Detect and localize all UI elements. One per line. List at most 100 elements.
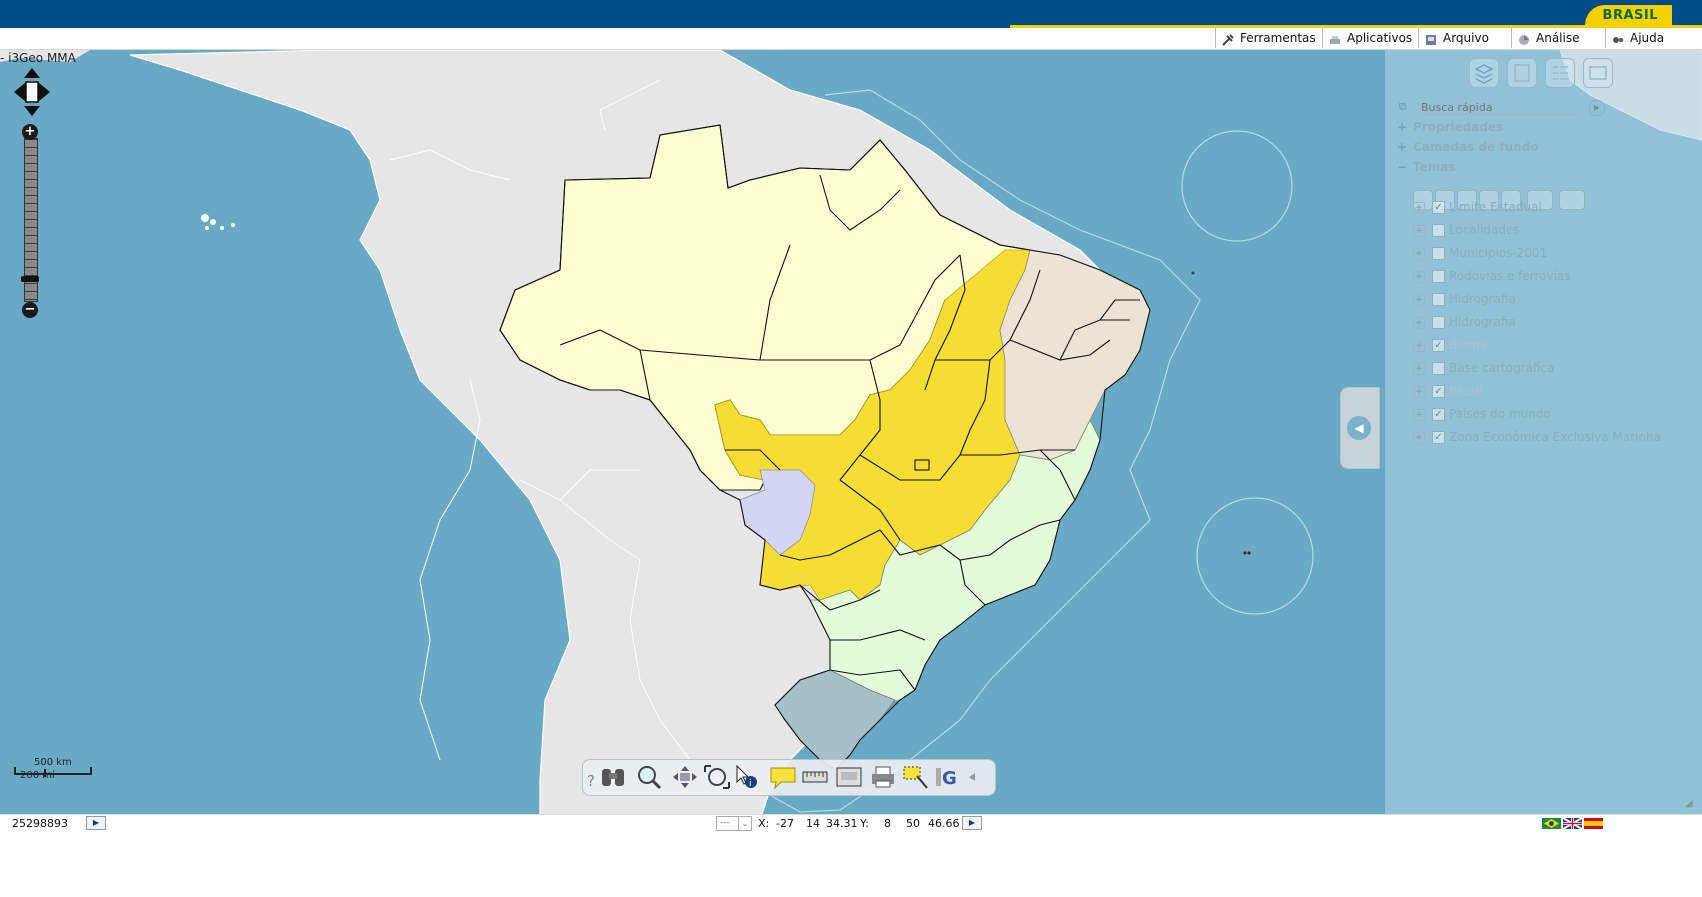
layers-panel: ⧉ ▶ + Propriedades + Camadas de fundo −Tem… <box>1385 50 1702 872</box>
section-label: Propriedades <box>1413 120 1504 134</box>
grid-icon[interactable] <box>1501 190 1521 210</box>
layer-checkbox[interactable]: ✓ <box>1432 201 1445 214</box>
layer-checkbox[interactable]: ✓ <box>1432 408 1445 421</box>
panel-toolbar <box>1385 58 1702 90</box>
expand-layer-icon[interactable]: + <box>1413 363 1425 375</box>
select-icon[interactable] <box>901 764 929 790</box>
y-degrees: 8 <box>884 817 891 830</box>
zoom-box-icon[interactable] <box>635 764 663 790</box>
search-tab-icon[interactable] <box>1583 58 1613 88</box>
chevron-down-icon: ⌄ <box>738 817 751 830</box>
menu-ajuda[interactable]: Ajuda <box>1605 28 1692 48</box>
x-degrees: -27 <box>776 817 794 830</box>
pan-move-icon[interactable] <box>671 764 699 790</box>
panel-toggle-handle[interactable]: ◀ <box>1340 387 1380 469</box>
zoom-extent-icon[interactable] <box>703 764 731 790</box>
list-icon[interactable] <box>1457 190 1477 210</box>
section-propriedades[interactable]: + Propriedades <box>1397 120 1503 134</box>
eye-icon[interactable] <box>1527 190 1553 210</box>
layer-checkbox[interactable] <box>1432 293 1445 306</box>
quick-search-input[interactable] <box>1421 100 1576 115</box>
zoom-out-icon[interactable]: − <box>22 302 38 318</box>
menu-bar: Ferramentas Aplicativos Arquivo Análise <box>0 28 1702 50</box>
layer-label: Países do mundo <box>1449 407 1551 421</box>
flag-brazil-icon[interactable] <box>1542 818 1561 829</box>
expand-layer-icon[interactable]: + <box>1413 432 1425 444</box>
x-label: X: <box>758 817 770 830</box>
measure-area-icon[interactable] <box>835 764 863 790</box>
measure-distance-icon[interactable] <box>801 764 829 790</box>
expand-layer-icon[interactable]: + <box>1413 271 1425 283</box>
google-icon[interactable]: G <box>933 764 961 790</box>
layer-label: Hidrografia <box>1449 292 1516 306</box>
menu-label: Ajuda <box>1630 31 1665 45</box>
scale-apply-icon[interactable]: ▶ <box>86 816 106 830</box>
menu-ferramentas[interactable]: Ferramentas <box>1215 28 1318 48</box>
identify-icon[interactable]: i <box>733 764 761 790</box>
menu-analise[interactable]: Análise <box>1511 28 1602 48</box>
pan-left-icon <box>14 82 26 102</box>
expand-layer-icon[interactable]: + <box>1413 225 1425 237</box>
tooltip-balloon-icon[interactable] <box>769 764 797 790</box>
expand-layer-icon[interactable]: + <box>1413 340 1425 352</box>
expand-layer-icon[interactable]: + <box>1413 409 1425 421</box>
svg-text:G: G <box>942 768 957 789</box>
menu-aplicativos[interactable]: Aplicativos <box>1322 28 1413 48</box>
coordinate-go-icon[interactable]: ▶ <box>962 816 982 830</box>
gov-brasil-logo[interactable]: BRASIL <box>1584 5 1672 25</box>
expand-layer-icon[interactable]: + <box>1413 248 1425 260</box>
collapse-arrow-icon[interactable]: ◀ <box>1347 416 1371 440</box>
zoom-thumb[interactable] <box>21 276 39 282</box>
layer-checkbox[interactable]: ✓ <box>1432 385 1445 398</box>
binoculars-icon[interactable] <box>599 764 627 790</box>
layers-tab-icon[interactable] <box>1469 58 1499 88</box>
eez-fernando-noronha <box>1181 130 1293 242</box>
print-icon[interactable] <box>869 764 897 790</box>
palette-icon[interactable] <box>1559 190 1585 210</box>
quick-search: ⧉ ▶ <box>1399 100 1609 116</box>
legend-tab-icon[interactable] <box>1545 58 1575 88</box>
menu-arquivo[interactable]: Arquivo <box>1418 28 1509 48</box>
layer-label: Zona Econômica Exclusiva Marinha <box>1449 430 1661 444</box>
pan-control[interactable] <box>14 68 50 116</box>
layer-checkbox[interactable] <box>1432 270 1445 283</box>
resize-grip-icon[interactable]: ◢ <box>1685 798 1693 809</box>
file-icon <box>1425 32 1437 45</box>
scale-line-mi <box>14 769 46 777</box>
layer-checkbox[interactable]: ✓ <box>1432 431 1445 444</box>
search-go-icon[interactable]: ▶ <box>1589 100 1605 116</box>
pan-up-icon <box>24 68 40 78</box>
map-scale-value: 25298893 <box>12 817 68 830</box>
stack-icon[interactable] <box>1479 190 1499 210</box>
layer-label: Hidrografia <box>1449 315 1516 329</box>
coordinate-format-select[interactable]: ⌄ --- <box>716 816 752 831</box>
expand-layer-icon[interactable]: + <box>1413 317 1425 329</box>
expand-icon: + <box>1397 140 1408 154</box>
map-tab-icon[interactable] <box>1507 58 1537 88</box>
trash-icon[interactable] <box>1413 190 1433 210</box>
pan-right-icon <box>38 82 50 102</box>
page-footer-blank <box>0 831 1702 897</box>
expand-layer-icon[interactable]: + <box>1413 294 1425 306</box>
layer-checkbox[interactable] <box>1432 362 1445 375</box>
layer-label: Rodovias e ferrovias <box>1449 269 1571 283</box>
section-temas[interactable]: − Temas <box>1397 160 1455 174</box>
expand-layer-icon[interactable]: + <box>1413 386 1425 398</box>
section-camadas-fundo[interactable]: + Camadas de fundo <box>1397 140 1539 154</box>
toolbar-scroll-icon[interactable] <box>965 764 979 790</box>
layer-checkbox[interactable] <box>1432 316 1445 329</box>
tools-icon <box>1222 32 1234 46</box>
layer-label: Brasil <box>1449 384 1483 398</box>
zoom-slider[interactable]: + − <box>21 124 39 318</box>
layer-checkbox[interactable]: ✓ <box>1432 339 1445 352</box>
expand-layer-icon[interactable]: + <box>1413 202 1425 214</box>
layer-checkbox[interactable] <box>1432 224 1445 237</box>
layer-checkbox[interactable] <box>1432 247 1445 260</box>
zoom-in-icon[interactable]: + <box>22 124 38 140</box>
map-title: - i3Geo MMA <box>0 51 76 65</box>
menu-label: Arquivo <box>1443 31 1489 45</box>
analysis-icon <box>1518 32 1530 45</box>
flag-uk-icon[interactable] <box>1563 818 1582 829</box>
svg-text:i: i <box>749 779 752 789</box>
flag-spain-icon[interactable] <box>1584 818 1603 829</box>
